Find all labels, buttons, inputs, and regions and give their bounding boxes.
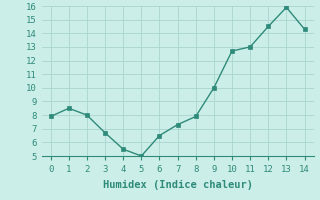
X-axis label: Humidex (Indice chaleur): Humidex (Indice chaleur) <box>103 180 252 190</box>
